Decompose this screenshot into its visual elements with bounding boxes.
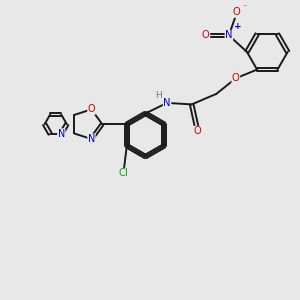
Text: N: N	[225, 30, 233, 40]
Text: +: +	[234, 22, 242, 31]
Text: N: N	[163, 98, 171, 108]
Text: ⁻: ⁻	[243, 3, 247, 12]
Text: Cl: Cl	[119, 168, 129, 178]
Text: O: O	[88, 104, 95, 114]
Text: N: N	[88, 134, 95, 144]
Text: H: H	[155, 91, 162, 100]
Text: O: O	[232, 7, 240, 17]
Text: O: O	[193, 126, 201, 136]
Text: O: O	[232, 73, 240, 83]
Text: O: O	[202, 30, 210, 40]
Text: N: N	[58, 129, 65, 139]
